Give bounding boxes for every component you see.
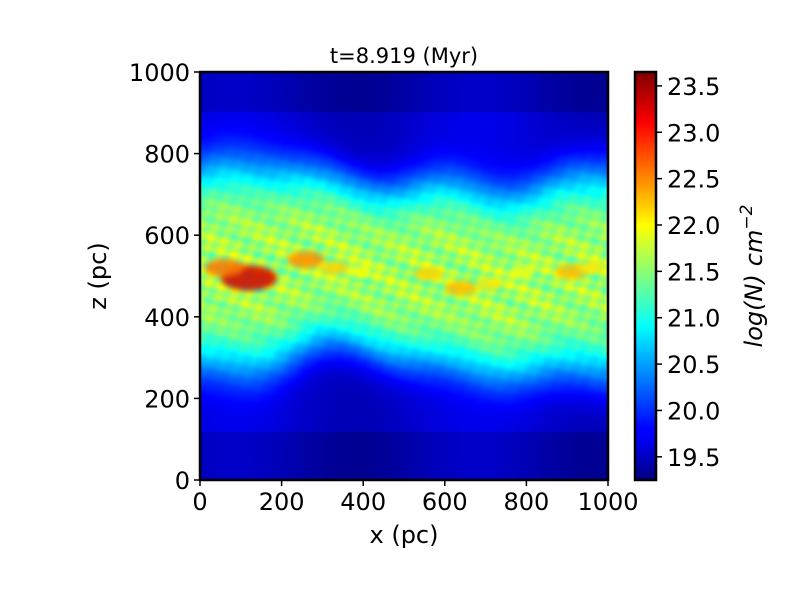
x-axis-label: x (pc) <box>370 521 439 549</box>
x-tick-label: 0 <box>192 488 207 516</box>
y-tick-label: 0 <box>175 467 190 495</box>
colorbar-tick-label: 21.5 <box>667 258 720 286</box>
dense-clump <box>509 266 535 278</box>
colorbar-tick-label: 23.5 <box>667 73 720 101</box>
colorbar-label: log(N)cm−2 <box>737 205 768 348</box>
y-tick-label: 200 <box>144 385 190 413</box>
chart-title: t=8.919 (Myr) <box>330 44 478 68</box>
y-tick-label: 800 <box>144 141 190 169</box>
y-axis-label: z (pc) <box>84 242 112 309</box>
colorbar <box>635 72 656 480</box>
dense-clump <box>204 259 245 277</box>
y-tick-label: 1000 <box>129 59 190 87</box>
x-tick-label: 800 <box>503 488 549 516</box>
dense-clump <box>476 278 504 291</box>
colorbar-tick-label: 22.5 <box>667 166 720 194</box>
dense-clump <box>578 261 606 274</box>
x-axis: 0 200 400 600 800 1000 <box>192 480 639 516</box>
dense-clumps <box>204 251 606 296</box>
dense-clump <box>346 266 372 278</box>
colorbar-frame <box>633 70 658 482</box>
x-tick-label: 1000 <box>577 488 638 516</box>
colorbar-tick-label: 20.5 <box>667 351 720 379</box>
colorbar-ticks: 19.5 20.0 20.5 21.0 21.5 22.0 22.5 23.0 23.5 <box>656 73 720 472</box>
heatmap <box>200 72 608 480</box>
dense-clump <box>287 251 325 268</box>
colorbar-tick-label: 20.0 <box>667 397 720 425</box>
dense-clump <box>413 267 444 281</box>
x-tick-label: 600 <box>422 488 468 516</box>
colorbar-tick-label: 19.5 <box>667 444 720 472</box>
colorbar-tick-label: 22.0 <box>667 212 720 240</box>
y-tick-label: 600 <box>144 222 190 250</box>
plot-frame <box>198 70 610 482</box>
colorbar-tick-label: 23.0 <box>667 119 720 147</box>
x-tick-label: 200 <box>259 488 305 516</box>
y-tick-label: 400 <box>144 304 190 332</box>
y-axis: 0 200 400 600 800 1000 <box>129 59 200 495</box>
dense-clump <box>445 281 478 296</box>
dense-clump <box>319 261 350 275</box>
x-tick-label: 400 <box>340 488 386 516</box>
colorbar-tick-label: 21.0 <box>667 305 720 333</box>
